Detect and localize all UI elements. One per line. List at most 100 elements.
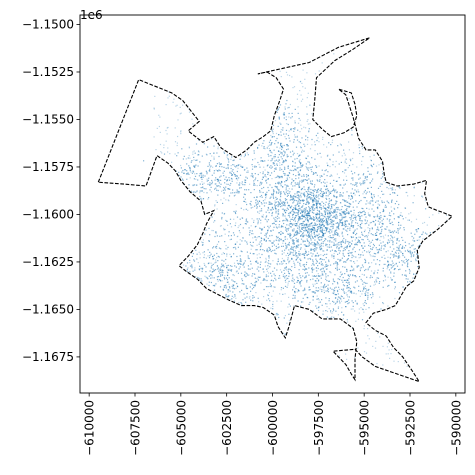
data-point — [275, 167, 277, 169]
data-point — [256, 207, 258, 209]
data-point — [344, 261, 346, 263]
data-point — [212, 258, 214, 260]
data-point — [288, 273, 291, 275]
data-point — [332, 185, 334, 187]
data-point — [216, 247, 218, 249]
data-point — [376, 229, 378, 231]
data-point — [365, 342, 367, 344]
data-point — [340, 298, 342, 300]
data-point — [390, 272, 392, 274]
data-point — [313, 190, 315, 193]
data-point — [399, 187, 401, 189]
data-point — [338, 300, 340, 302]
data-point — [298, 186, 301, 188]
data-point — [253, 273, 255, 275]
data-point — [186, 270, 189, 272]
data-point — [285, 229, 287, 231]
data-point — [282, 155, 285, 157]
data-point — [233, 195, 235, 197]
data-point — [413, 195, 415, 197]
data-point — [286, 246, 288, 249]
data-point — [329, 303, 331, 305]
data-point — [369, 228, 371, 230]
data-point — [330, 211, 332, 213]
data-point — [280, 180, 283, 183]
data-point — [282, 293, 284, 295]
data-point — [269, 174, 271, 176]
data-point — [163, 147, 165, 149]
data-point — [344, 226, 346, 228]
data-point — [279, 198, 281, 200]
data-point — [351, 236, 353, 239]
data-point — [201, 178, 203, 180]
data-point — [321, 223, 323, 225]
data-point — [282, 275, 284, 278]
data-point — [285, 191, 287, 193]
data-point — [380, 236, 382, 238]
data-point — [257, 279, 259, 281]
data-point — [331, 316, 333, 318]
data-point — [255, 292, 257, 294]
data-point — [271, 172, 273, 174]
data-point — [267, 186, 269, 189]
data-point — [313, 248, 315, 251]
data-point — [299, 223, 301, 225]
data-point — [361, 227, 363, 229]
data-point — [374, 270, 376, 272]
data-point — [291, 188, 293, 190]
data-point — [344, 216, 346, 219]
data-point — [338, 247, 340, 249]
data-point — [355, 320, 357, 322]
data-point — [221, 216, 223, 219]
data-point — [241, 217, 244, 219]
data-point — [405, 278, 407, 280]
data-point — [220, 163, 222, 165]
data-point — [305, 135, 307, 137]
data-point — [224, 228, 226, 231]
data-point — [296, 241, 298, 243]
data-point — [325, 185, 327, 188]
data-point — [356, 244, 358, 246]
data-point — [376, 214, 379, 216]
data-point — [277, 236, 279, 238]
data-point — [311, 228, 313, 230]
data-point — [260, 191, 262, 193]
data-point — [312, 205, 314, 207]
data-point — [271, 193, 273, 195]
data-point — [307, 139, 309, 141]
data-point — [404, 262, 406, 264]
data-point — [262, 142, 264, 144]
data-point — [312, 283, 314, 285]
data-point — [334, 281, 336, 283]
data-point — [276, 198, 278, 200]
data-point — [379, 260, 381, 262]
data-point — [333, 316, 335, 318]
data-point — [292, 289, 294, 291]
data-point — [421, 233, 423, 236]
data-point — [346, 205, 348, 208]
data-point — [301, 253, 303, 255]
data-point — [391, 239, 393, 241]
data-point — [290, 195, 292, 197]
data-point — [186, 178, 188, 180]
data-point — [303, 174, 305, 176]
data-point — [327, 224, 329, 226]
data-point — [361, 245, 363, 247]
data-point — [380, 242, 382, 244]
data-point — [316, 260, 318, 262]
data-point — [273, 136, 275, 138]
data-point — [407, 262, 409, 264]
data-point — [344, 223, 346, 225]
data-point — [310, 248, 312, 250]
data-point — [287, 252, 289, 254]
data-point — [291, 218, 293, 220]
data-point — [308, 286, 311, 288]
data-point — [270, 144, 272, 146]
data-point — [308, 253, 310, 255]
data-point — [324, 179, 326, 181]
data-point — [344, 183, 346, 185]
data-point — [273, 157, 275, 159]
data-point — [382, 345, 384, 347]
data-point — [322, 136, 324, 138]
data-point — [307, 220, 309, 222]
